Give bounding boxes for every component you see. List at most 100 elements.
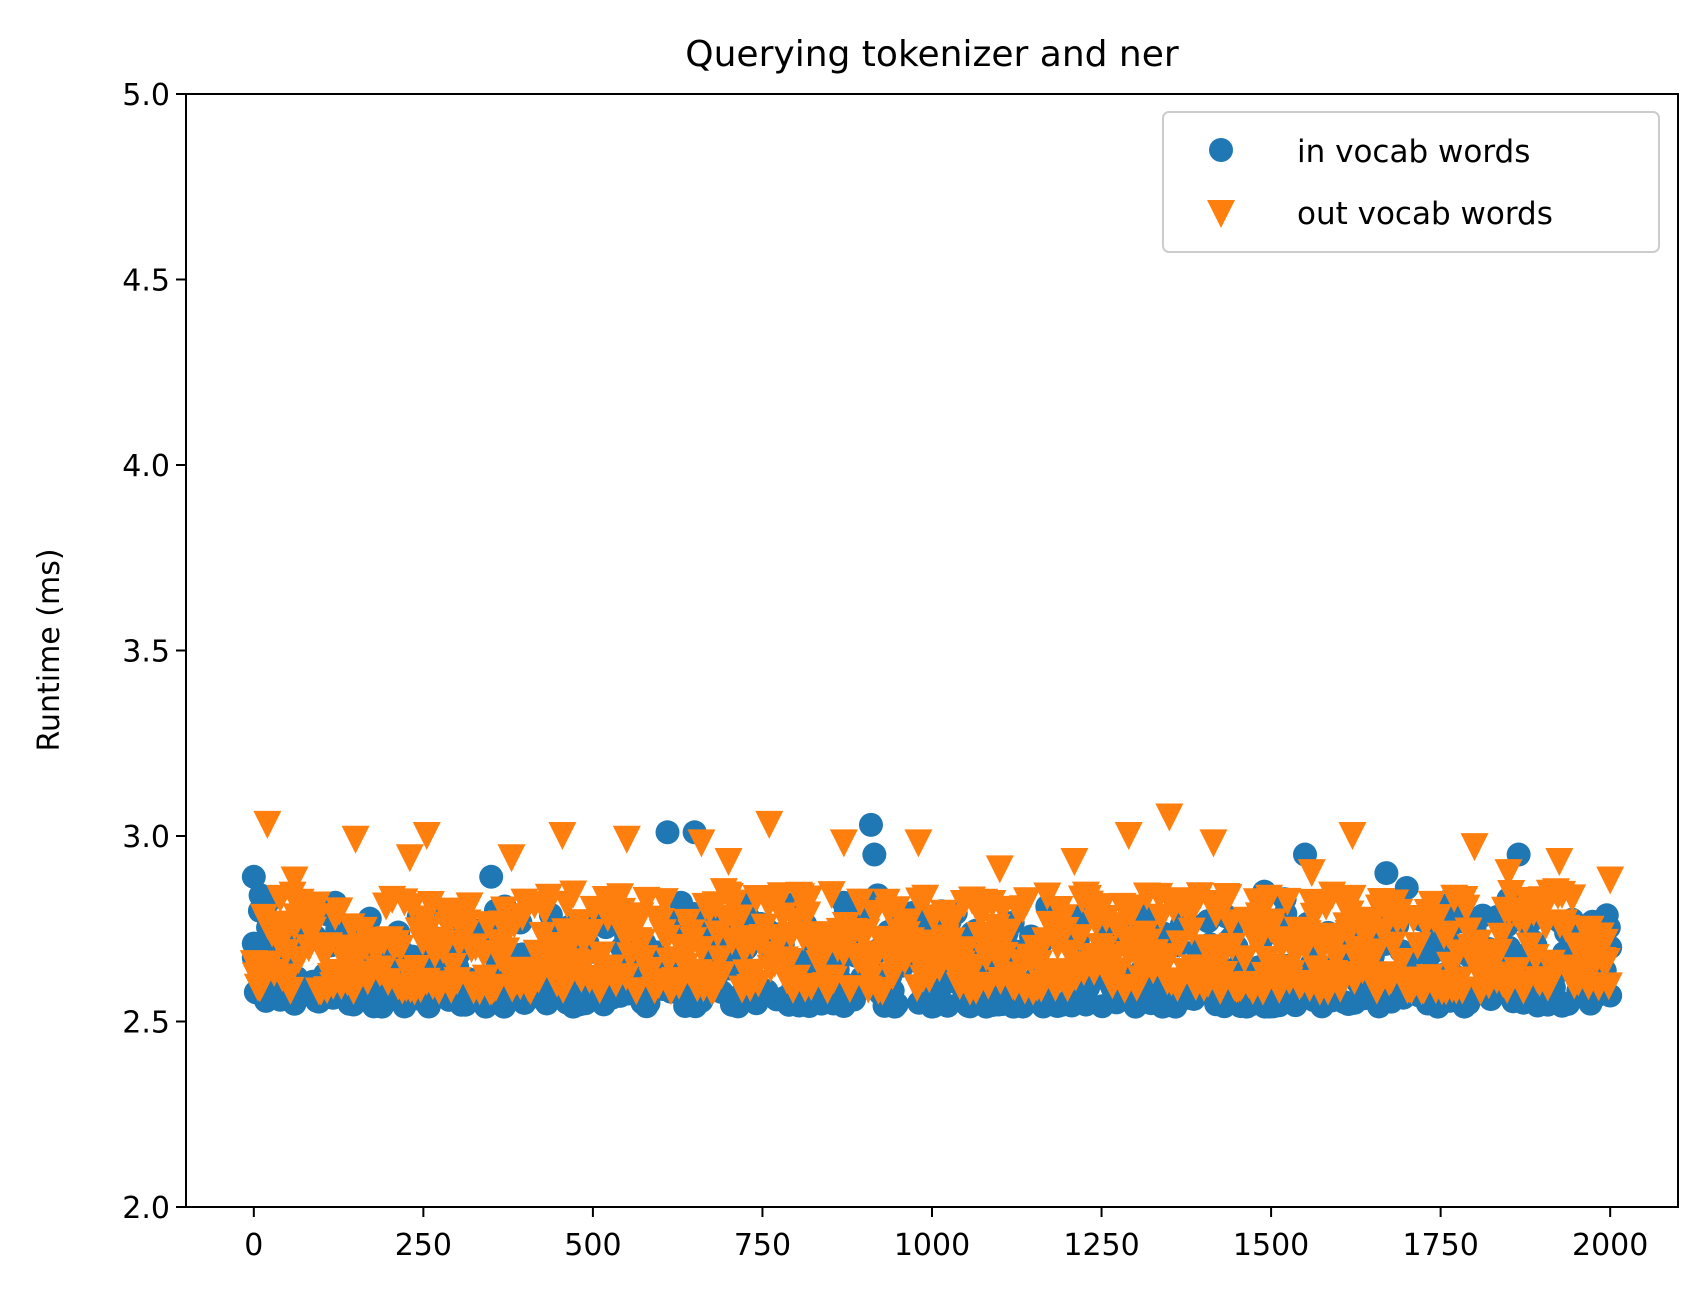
legend-frame xyxy=(1162,111,1660,253)
point-out-vocab-words-18 xyxy=(276,976,305,1005)
point-out-vocab-words-689 xyxy=(1494,859,1523,888)
point-in-vocab-words-680 xyxy=(831,890,856,915)
point-out-vocab-words-30 xyxy=(300,907,329,936)
point-out-vocab-words-183 xyxy=(612,963,641,992)
y-axis: 2.0 2.5 3.0 3.5 4.0 4.5 5.0 xyxy=(122,78,186,1226)
point-out-vocab-words-596 xyxy=(1452,894,1481,923)
point-out-vocab-words-106 xyxy=(455,892,484,921)
point-out-vocab-words-501 xyxy=(1259,908,1288,937)
point-out-vocab-words-487 xyxy=(1230,945,1259,974)
point-in-vocab-words-316 xyxy=(884,992,909,1017)
point-out-vocab-words-170 xyxy=(585,976,614,1005)
y-tick-label: 2.5 xyxy=(122,1006,170,1041)
point-out-vocab-words-664 xyxy=(1590,928,1619,957)
legend-marker-out-vocab-words xyxy=(1207,200,1235,228)
legend-label-in-vocab-words: in vocab words xyxy=(1297,134,1530,170)
point-out-vocab-words-682 xyxy=(1596,866,1625,895)
point-out-vocab-words-677 xyxy=(1155,803,1184,832)
point-out-vocab-words-399 xyxy=(1051,916,1080,945)
point-out-vocab-words-166 xyxy=(577,918,606,947)
point-out-vocab-words-668 xyxy=(341,825,370,854)
point-out-vocab-words-220 xyxy=(687,936,716,965)
point-in-vocab-words-667 xyxy=(241,864,266,889)
point-out-vocab-words-124 xyxy=(492,937,521,966)
point-out-vocab-words-480 xyxy=(1216,909,1245,938)
point-out-vocab-words-665 xyxy=(1592,947,1621,976)
point-out-vocab-words-613 xyxy=(1486,922,1515,951)
point-out-vocab-words-236 xyxy=(719,889,748,918)
point-out-vocab-words-648 xyxy=(1558,884,1587,913)
point-out-vocab-words-461 xyxy=(1177,917,1206,946)
point-out-vocab-words-671 xyxy=(612,825,641,854)
point-out-vocab-words-371 xyxy=(994,918,1023,947)
point-out-vocab-words-674 xyxy=(829,829,858,858)
point-out-vocab-words-188 xyxy=(622,977,651,1006)
point-in-vocab-words-682 xyxy=(862,842,887,867)
point-out-vocab-words-465 xyxy=(1185,882,1214,911)
x-tick-label: 750 xyxy=(734,1228,791,1263)
point-out-vocab-words-273 xyxy=(795,885,824,914)
point-in-vocab-words-684 xyxy=(920,994,944,1019)
x-tick-label: 0 xyxy=(244,1228,263,1263)
point-out-vocab-words-330 xyxy=(911,884,940,913)
point-out-vocab-words-678 xyxy=(1199,829,1228,858)
point-out-vocab-words-547 xyxy=(1352,923,1381,952)
point-out-vocab-words-594 xyxy=(1448,976,1477,1005)
point-out-vocab-words-684 xyxy=(1060,847,1089,876)
point-in-vocab-words-673 xyxy=(479,864,504,889)
y-tick-label: 4.0 xyxy=(122,449,170,484)
y-tick-label: 3.0 xyxy=(122,820,170,855)
point-out-vocab-words-455 xyxy=(1165,930,1194,959)
point-out-vocab-words-343 xyxy=(937,927,966,956)
point-out-vocab-words-675 xyxy=(904,829,933,858)
y-tick-label: 4.5 xyxy=(122,264,170,299)
point-out-vocab-words-532 xyxy=(1322,944,1351,973)
point-out-vocab-words-425 xyxy=(1104,957,1133,986)
point-out-vocab-words-679 xyxy=(1338,822,1367,850)
point-out-vocab-words-676 xyxy=(1114,822,1143,850)
x-tick-label: 1500 xyxy=(1233,1228,1309,1263)
point-out-vocab-words-680 xyxy=(1460,833,1489,862)
x-tick-label: 250 xyxy=(395,1228,452,1263)
point-out-vocab-words-229 xyxy=(705,945,734,974)
point-out-vocab-words-284 xyxy=(817,881,846,910)
point-out-vocab-words-100 xyxy=(443,967,472,996)
point-out-vocab-words-667 xyxy=(253,810,282,839)
point-out-vocab-words-157 xyxy=(559,880,588,909)
legend-label-out-vocab-words: out vocab words xyxy=(1297,196,1553,232)
point-out-vocab-words-582 xyxy=(1423,904,1452,933)
point-in-vocab-words-677 xyxy=(669,890,694,915)
point-out-vocab-words-322 xyxy=(894,908,923,937)
point-out-vocab-words-298 xyxy=(846,888,875,917)
point-out-vocab-words-666 xyxy=(1594,972,1623,1001)
point-out-vocab-words-572 xyxy=(1403,932,1432,961)
point-out-vocab-words-540 xyxy=(1338,884,1367,913)
point-in-vocab-words-675 xyxy=(655,820,680,845)
point-out-vocab-words-202 xyxy=(650,888,679,917)
point-out-vocab-words-93 xyxy=(429,936,458,965)
point-out-vocab-words-98 xyxy=(439,952,468,981)
point-out-vocab-words-685 xyxy=(497,844,526,873)
point-out-vocab-words-688 xyxy=(1297,859,1326,888)
point-out-vocab-words-380 xyxy=(1012,887,1041,916)
point-out-vocab-words-473 xyxy=(1202,900,1231,929)
y-tick-label: 3.5 xyxy=(122,635,170,670)
point-out-vocab-words-350 xyxy=(951,936,980,965)
point-out-vocab-words-564 xyxy=(1387,947,1416,976)
point-out-vocab-words-309 xyxy=(868,977,897,1006)
point-out-vocab-words-248 xyxy=(744,969,773,998)
point-out-vocab-words-681 xyxy=(1545,847,1574,876)
point-out-vocab-words-163 xyxy=(571,949,600,978)
point-out-vocab-words-560 xyxy=(1379,931,1408,960)
point-out-vocab-words-285 xyxy=(819,966,848,995)
point-out-vocab-words-479 xyxy=(1214,884,1243,913)
point-out-vocab-words-344 xyxy=(939,905,968,934)
point-out-vocab-words-645 xyxy=(1552,914,1581,943)
y-tick-label: 2.0 xyxy=(122,1191,170,1226)
point-out-vocab-words-193 xyxy=(632,886,661,915)
y-axis-label: Runtime (ms) xyxy=(32,548,67,751)
point-in-vocab-words-686 xyxy=(1001,994,1026,1019)
point-out-vocab-words-587 xyxy=(1434,920,1463,949)
x-tick-label: 1000 xyxy=(894,1228,970,1263)
